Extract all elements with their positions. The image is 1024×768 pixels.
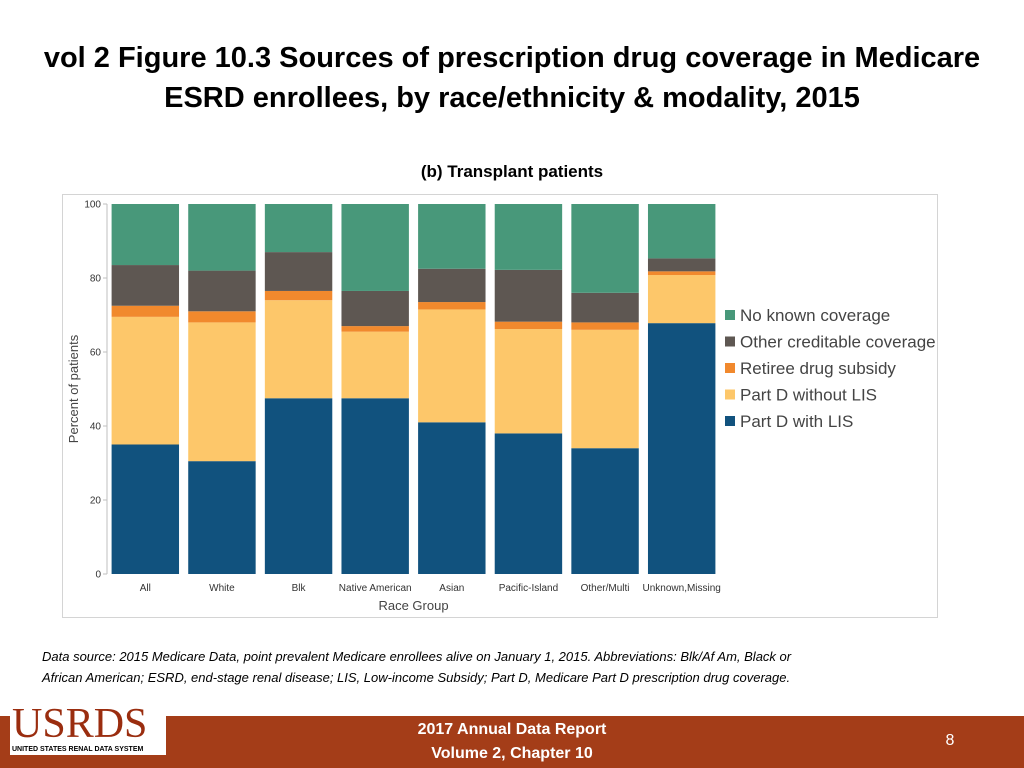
x-tick-label: All	[140, 583, 151, 594]
bar-segment	[494, 433, 563, 574]
bar-segment	[111, 265, 180, 306]
y-tick-label: 0	[95, 570, 101, 581]
slide-title-line2: ESRD enrollees, by race/ethnicity & moda…	[164, 82, 860, 114]
x-tick-label: Other/Multi	[581, 583, 630, 594]
legend-label: Retiree drug subsidy	[740, 359, 896, 378]
bar-segment	[264, 290, 333, 301]
bar-segment	[341, 204, 409, 291]
footer-volume: Volume 2, Chapter 10	[431, 745, 593, 762]
bar-segment	[341, 398, 409, 574]
bar-segment	[647, 271, 716, 276]
bar-segment	[418, 422, 486, 574]
x-tick-label: Asian	[439, 583, 464, 594]
y-tick-label: 20	[90, 496, 102, 507]
bar-segment	[494, 204, 563, 270]
page-number: 8	[945, 732, 955, 749]
bar-segment	[341, 326, 409, 332]
bar-segment	[647, 258, 716, 272]
bar-segment	[111, 204, 180, 266]
bar-segment	[494, 329, 563, 434]
bar-segment	[188, 204, 256, 271]
bar-segment	[264, 252, 333, 291]
bar-segment	[188, 270, 256, 312]
x-tick-label: Unknown,Missing	[643, 583, 721, 594]
footnote-line1: Data source: 2015 Medicare Data, point p…	[42, 649, 792, 664]
footer-bar	[0, 716, 1024, 768]
usrds-logo: USRDS UNITED STATES RENAL DATA SYSTEM	[10, 703, 166, 755]
slide-title: vol 2 Figure 10.3 Sources of prescriptio…	[0, 38, 1024, 118]
bar-segment	[264, 398, 333, 574]
bar-segment	[418, 302, 486, 310]
logo-wordmark: USRDS	[12, 701, 148, 747]
legend-swatch	[725, 363, 735, 373]
bar-segment	[418, 309, 486, 423]
footer-report-title: 2017 Annual Data Report	[417, 721, 607, 738]
bar-segment	[571, 322, 639, 330]
legend-swatch	[725, 389, 735, 400]
y-tick-label: 100	[84, 200, 101, 211]
bar-segment	[188, 461, 256, 574]
chart-title: (b) Transplant patients	[420, 162, 604, 181]
y-axis-title: Percent of patients	[66, 334, 81, 443]
footnote: Data source: 2015 Medicare Data, point p…	[42, 646, 982, 688]
legend-swatch	[725, 336, 735, 347]
bar-segment	[418, 268, 486, 303]
slide-title-line1: vol 2 Figure 10.3 Sources of prescriptio…	[43, 42, 981, 74]
bar-segment	[264, 300, 333, 399]
bar-segment	[111, 305, 180, 317]
y-tick-label: 60	[90, 348, 102, 359]
legend-label: Part D without LIS	[740, 386, 877, 405]
footer-text: 2017 Annual Data Report Volume 2, Chapte…	[320, 718, 704, 766]
x-tick-label: Blk	[292, 583, 307, 594]
bar-segment	[571, 329, 639, 449]
bar-segment	[494, 269, 563, 322]
legend-label: Part D with LIS	[740, 412, 853, 431]
bar-segment	[571, 448, 639, 574]
legend-label: No known coverage	[740, 306, 890, 325]
bar-segment	[341, 331, 409, 399]
x-tick-label: White	[209, 583, 235, 594]
bar-segment	[571, 204, 639, 293]
y-tick-label: 40	[90, 422, 102, 433]
y-tick-label: 80	[90, 274, 102, 285]
x-axis-title: Race Group	[378, 598, 448, 613]
bar-segment	[111, 444, 180, 574]
logo-subtext: UNITED STATES RENAL DATA SYSTEM	[12, 746, 144, 753]
x-tick-label: Native American	[339, 583, 412, 594]
bar-segment	[571, 292, 639, 323]
bar-segment	[264, 204, 333, 253]
legend-swatch	[725, 416, 735, 426]
bar-segment	[418, 204, 486, 269]
x-tick-label: Pacific-Island	[499, 583, 558, 594]
bar-segment	[341, 290, 409, 327]
legend-label: Other creditable coverage	[740, 333, 936, 352]
legend-swatch	[725, 310, 735, 320]
bar-segment	[188, 322, 256, 462]
bar-segment	[494, 321, 563, 330]
bar-segment	[647, 204, 716, 259]
chart-frame	[62, 194, 938, 618]
stacked-bar-chart: 0 20 40 60 80 100 Percent of patients All White B…	[66, 200, 936, 614]
bar-segment	[647, 275, 716, 324]
bar-segment	[111, 316, 180, 445]
footnote-line2: African American; ESRD, end-stage renal …	[42, 670, 791, 685]
bar-segment	[188, 311, 256, 323]
bar-segment	[647, 323, 716, 574]
